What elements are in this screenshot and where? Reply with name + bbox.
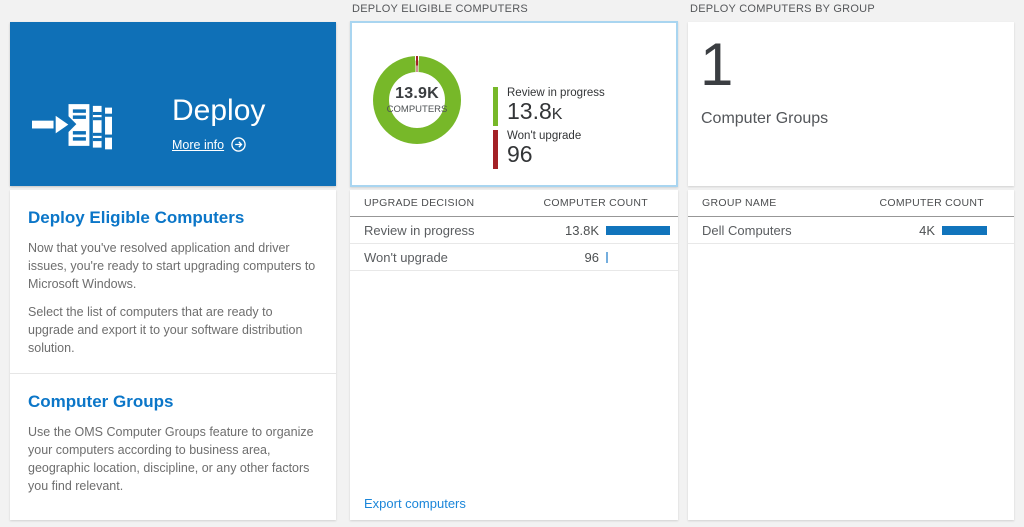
export-computers-link[interactable]: Export computers <box>364 496 466 511</box>
section-paragraph: Now that you've resolved application and… <box>28 241 316 291</box>
legend-swatch-green <box>493 87 498 126</box>
row-count: 96 <box>584 249 599 265</box>
table-row-wont-upgrade[interactable]: Won't upgrade 96 <box>350 244 678 271</box>
donut-center-value: 13.9K <box>395 85 439 102</box>
count-bar <box>606 225 670 235</box>
section-heading: Deploy Eligible Computers <box>28 208 245 227</box>
upgrade-decision-table-panel: UPGRADE DECISION COMPUTER COUNT Review i… <box>350 190 678 520</box>
count-bar-cell <box>606 225 670 235</box>
legend-value: 96 <box>507 141 533 167</box>
computers-by-group-column: DEPLOY COMPUTERS BY GROUP 1 Computer Gro… <box>688 0 1014 527</box>
count-bar-cell <box>942 225 1006 235</box>
group-table-panel: GROUP NAME COMPUTER COUNT Dell Computers… <box>688 190 1014 520</box>
section-paragraph: Select the list of computers that are re… <box>28 305 303 355</box>
deploy-tile[interactable]: Deploy More info <box>10 22 336 186</box>
legend-item-review-in-progress: Review in progress 13.8K <box>493 87 605 126</box>
legend-swatch-red <box>493 130 498 169</box>
section-paragraph: Use the OMS Computer Groups feature to o… <box>28 425 314 493</box>
donut-center: 13.9K COMPUTERS <box>386 72 448 128</box>
count-bar-cell <box>606 251 670 263</box>
more-info-label: More info <box>172 137 225 152</box>
legend-item-wont-upgrade: Won't upgrade 96 <box>493 130 605 169</box>
count-bar <box>942 225 987 235</box>
row-count: 4K <box>919 222 935 238</box>
eligible-computers-column: DEPLOY ELIGIBLE COMPUTERS 13.9K COMPUTER… <box>350 0 678 527</box>
row-count: 13.8K <box>565 222 599 238</box>
donut-chart: 13.9K COMPUTERS <box>373 56 461 144</box>
column-header-group-name: GROUP NAME <box>702 197 777 209</box>
legend-label: Review in progress <box>507 87 605 99</box>
column-header-upgrade-decision: UPGRADE DECISION <box>364 197 475 209</box>
arrow-circle-icon <box>231 137 246 152</box>
eligible-computers-column-header: DEPLOY ELIGIBLE COMPUTERS <box>352 3 528 15</box>
overview-column: Deploy More info Deploy Eligible Compute… <box>10 0 336 527</box>
row-label: Won't upgrade <box>364 249 448 265</box>
computer-groups-card[interactable]: 1 Computer Groups <box>688 22 1014 186</box>
table-row-review-in-progress[interactable]: Review in progress 13.8K <box>350 217 678 244</box>
donut-center-label: COMPUTERS <box>386 104 448 115</box>
count-bar <box>606 251 608 263</box>
row-label: Review in progress <box>364 222 475 238</box>
group-count-value: 1 <box>700 31 734 98</box>
donut-legend: Review in progress 13.8K Won't upgrade 9… <box>493 87 605 173</box>
legend-label: Won't upgrade <box>507 130 582 142</box>
more-info-link[interactable]: More info <box>172 137 265 152</box>
upgrade-decision-table-header: UPGRADE DECISION COMPUTER COUNT <box>350 190 678 217</box>
column-header-computer-count: COMPUTER COUNT <box>879 197 984 209</box>
table-row-dell-computers[interactable]: Dell Computers 4K <box>688 217 1014 244</box>
legend-value: 13.8K <box>507 98 563 124</box>
group-count-label: Computer Groups <box>701 110 829 127</box>
tile-title: Deploy <box>172 94 266 127</box>
group-table-header: GROUP NAME COMPUTER COUNT <box>688 190 1014 217</box>
section-deploy-eligible-computers: Deploy Eligible Computers Now that you'v… <box>10 190 336 374</box>
eligible-computers-card[interactable]: 13.9K COMPUTERS Review in progress 13.8K… <box>350 21 678 187</box>
overview-panel: Deploy Eligible Computers Now that you'v… <box>10 190 336 520</box>
deploy-books-arrow-icon <box>32 96 112 159</box>
section-computer-groups: Computer Groups Use the OMS Computer Gro… <box>10 374 336 511</box>
computers-by-group-column-header: DEPLOY COMPUTERS BY GROUP <box>690 3 875 15</box>
row-label: Dell Computers <box>702 222 792 238</box>
column-header-computer-count: COMPUTER COUNT <box>543 197 648 209</box>
section-heading: Computer Groups <box>28 392 174 411</box>
